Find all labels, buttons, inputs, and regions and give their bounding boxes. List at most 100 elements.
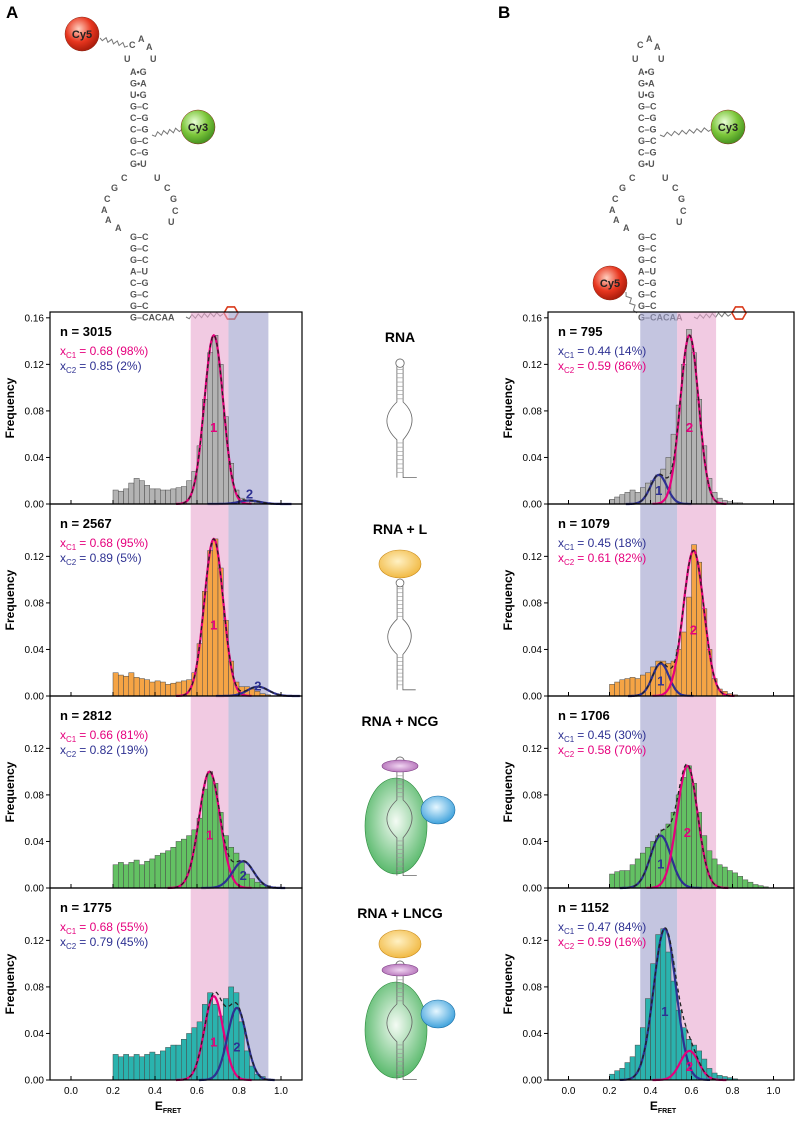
fit-name: C2: [564, 942, 575, 951]
fit-symbol: x: [60, 935, 66, 949]
nucleotide: C–G: [638, 278, 657, 288]
nucleotide: G•A: [130, 79, 147, 89]
fit-label: xC1 = 0.45 (30%): [558, 728, 646, 744]
y-tick-label: 0.08: [25, 598, 45, 609]
y-tick-label: 0.08: [523, 790, 543, 801]
x-tick-label: 0.6: [190, 1086, 204, 1097]
fit-label: xC1 = 0.66 (81%): [60, 728, 148, 744]
peak-label: 2: [254, 679, 261, 694]
nucleotide: U: [658, 54, 665, 64]
histogram-bar: [614, 871, 620, 889]
peak-label: 1: [210, 1034, 217, 1049]
y-tick-label: 0.04: [25, 453, 45, 464]
histogram-bar: [670, 980, 677, 1081]
peak-label: 2: [684, 825, 691, 840]
nucleotide: G: [678, 194, 685, 204]
histogram-bar: [139, 678, 145, 697]
histogram-bar: [144, 860, 150, 889]
y-axis-label: Frequency: [3, 569, 17, 630]
y-tick-label: 0.00: [523, 884, 543, 895]
nucleotide: G–C: [638, 301, 657, 311]
x-tick-label: 0.6: [685, 1086, 699, 1097]
histogram-bar: [186, 1033, 192, 1081]
histogram-bar: [133, 677, 140, 697]
y-tick-label: 0.00: [523, 500, 543, 511]
nucleotide: U•G: [130, 90, 147, 100]
fit-symbol: x: [60, 359, 66, 373]
fit-name: C2: [66, 366, 77, 375]
histogram-bar: [609, 499, 615, 505]
dye-linker: [659, 127, 713, 138]
nucleotide: G–C: [130, 102, 149, 112]
nucleotide: C: [637, 40, 644, 50]
x-tick-label: 1.0: [274, 1086, 288, 1097]
y-tick-label: 0.00: [25, 1076, 45, 1087]
fit-name: C1: [66, 927, 77, 936]
fit-sum: [619, 927, 727, 1081]
nucleotide: A–U: [638, 267, 656, 277]
nucleotide: C: [104, 194, 111, 204]
peak-label: 1: [206, 828, 213, 843]
y-tick-label: 0.08: [523, 598, 543, 609]
protein-domain: [420, 999, 456, 1029]
histogram-bar: [614, 496, 620, 505]
y-tick-label: 0.04: [523, 453, 543, 464]
histogram-bar: [165, 850, 171, 889]
histogram-bar: [123, 675, 129, 697]
nucleotide: C: [164, 183, 171, 193]
histogram-bar: [624, 492, 631, 505]
nucleotide: U•G: [638, 90, 655, 100]
nucleotide: G–C: [638, 255, 657, 265]
ligand: [378, 549, 422, 579]
fit-label: xC2 = 0.58 (70%): [558, 743, 646, 759]
fit-sum: [176, 538, 300, 697]
fit-name: C2: [66, 942, 77, 951]
nucleotide: G: [170, 194, 177, 204]
nucleotide: G–C: [130, 244, 149, 254]
nucleotide: U: [168, 217, 175, 227]
count-label: n = 2812: [60, 708, 112, 723]
histogram-bar: [133, 478, 140, 505]
nucleotide: G–C: [130, 290, 149, 300]
y-axis-label: Frequency: [501, 953, 515, 1014]
nucleotide: A: [613, 215, 620, 225]
peak-label: 2: [246, 487, 253, 502]
histogram-bar: [133, 859, 140, 889]
nucleotide: G–C: [130, 301, 149, 311]
fit-symbol: x: [558, 920, 564, 934]
y-tick-label: 0.00: [25, 884, 45, 895]
x-tick-label: 0.8: [232, 1086, 246, 1097]
histogram-bar: [118, 862, 124, 889]
nucleotide: C–G: [638, 148, 657, 158]
fit-value: = 0.45 (30%): [577, 728, 646, 742]
fit-name: C1: [66, 543, 77, 552]
histogram-bar: [128, 1056, 135, 1081]
histogram-bar: [686, 596, 692, 697]
histogram-bar: [249, 878, 255, 889]
rna-backbone: [386, 366, 417, 478]
histogram-bar: [154, 680, 161, 697]
y-tick-label: 0.08: [25, 790, 45, 801]
dye-bead: [180, 109, 216, 145]
histogram-bar: [629, 677, 636, 697]
nucleotide: G–CACAA: [130, 313, 175, 323]
histogram-bar: [624, 870, 631, 889]
ligand: [378, 929, 422, 959]
peak-label: 1: [210, 420, 217, 435]
nucleotide: A•G: [130, 67, 147, 77]
histogram-bar: [254, 881, 261, 889]
x-tick-label: 0.8: [726, 1086, 740, 1097]
nucleotide: U: [154, 173, 161, 183]
histogram-bar: [614, 681, 620, 697]
rna-backbone: [387, 585, 416, 691]
fit-label: xC2 = 0.85 (2%): [60, 359, 142, 375]
fit-value: = 0.82 (19%): [79, 743, 148, 757]
histogram-bar: [614, 1070, 620, 1081]
fit-label: xC1 = 0.47 (84%): [558, 920, 646, 936]
fit-symbol: x: [60, 743, 66, 757]
x-tick-label: 0.0: [64, 1086, 78, 1097]
histogram-bar: [128, 672, 135, 697]
fit-symbol: x: [558, 344, 564, 358]
fit-symbol: x: [558, 743, 564, 757]
